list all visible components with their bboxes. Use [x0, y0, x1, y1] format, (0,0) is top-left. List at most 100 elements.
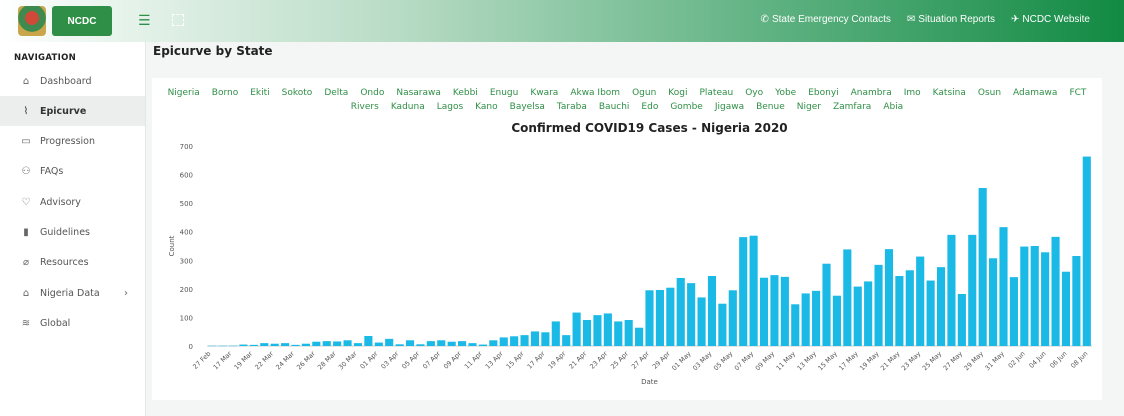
- x-tick-label: 31 May: [983, 350, 1006, 373]
- state-link-lagos[interactable]: Lagos: [436, 102, 464, 112]
- bar: [687, 283, 696, 346]
- sidebar-item-guidelines[interactable]: ▮ Guidelines: [0, 218, 145, 248]
- sidebar-item-global[interactable]: ≋ Global: [0, 308, 145, 338]
- y-tick-label: 300: [180, 257, 193, 265]
- bar: [468, 343, 477, 346]
- state-link-edo[interactable]: Edo: [641, 102, 659, 112]
- state-link-anambra[interactable]: Anambra: [850, 88, 892, 98]
- state-link-gombe[interactable]: Gombe: [670, 102, 703, 112]
- bar: [603, 313, 612, 346]
- top-navbar: NCDC ☰ ✆ State Emergency Contacts ✉ Situati…: [0, 0, 1124, 42]
- state-link-ogun[interactable]: Ogun: [632, 88, 657, 98]
- state-link-yobe[interactable]: Yobe: [775, 88, 797, 98]
- bar: [281, 343, 290, 346]
- bar: [1061, 271, 1071, 346]
- state-link-imo[interactable]: Imo: [903, 88, 921, 98]
- x-tick-label: 07 May: [733, 350, 756, 373]
- x-tick-label: 08 Jun: [1069, 350, 1089, 370]
- state-link-nigeria[interactable]: Nigeria: [167, 88, 200, 98]
- x-tick-label: 19 Mar: [233, 350, 255, 372]
- ncdc-logo: NCDC: [52, 6, 112, 36]
- state-link-kogi[interactable]: Kogi: [668, 88, 688, 98]
- sidebar-item-advisory[interactable]: ♡ Advisory: [0, 187, 145, 217]
- state-link-rivers[interactable]: Rivers: [350, 102, 379, 112]
- menu-toggle-icon[interactable]: ☰: [138, 13, 151, 29]
- bar: [458, 341, 467, 346]
- state-link-benue[interactable]: Benue: [756, 102, 785, 112]
- sidebar-item-label: Progression: [40, 136, 96, 148]
- state-link-oyo[interactable]: Oyo: [745, 88, 764, 98]
- bar: [437, 340, 446, 346]
- state-link-jigawa[interactable]: Jigawa: [714, 102, 745, 112]
- bar: [749, 235, 758, 346]
- state-link-nasarawa[interactable]: Nasarawa: [396, 88, 441, 98]
- x-tick-label: 17 Apr: [526, 350, 547, 371]
- sidebar-item-epicurve[interactable]: ⌇ Epicurve: [0, 96, 145, 127]
- state-link-kaduna[interactable]: Kaduna: [390, 102, 425, 112]
- bar: [874, 264, 883, 346]
- state-link-taraba[interactable]: Taraba: [556, 102, 587, 112]
- state-link-zamfara[interactable]: Zamfara: [832, 102, 872, 112]
- state-link-ekiti[interactable]: Ekiti: [250, 88, 270, 98]
- x-axis-label: Date: [641, 378, 658, 386]
- x-tick-label: 13 May: [795, 350, 818, 373]
- bar: [905, 270, 914, 346]
- header-link-1[interactable]: ✉ Situation Reports: [907, 14, 995, 25]
- state-link-kebbi[interactable]: Kebbi: [452, 88, 478, 98]
- x-tick-label: 01 May: [670, 350, 693, 373]
- state-link-kwara[interactable]: Kwara: [530, 88, 559, 98]
- state-link-osun[interactable]: Osun: [977, 88, 1002, 98]
- x-tick-label: 19 May: [858, 350, 881, 373]
- state-link-kano[interactable]: Kano: [475, 102, 498, 112]
- state-link-adamawa[interactable]: Adamawa: [1013, 88, 1058, 98]
- bar: [791, 304, 800, 346]
- x-tick-label: 23 May: [900, 350, 923, 373]
- state-link-niger[interactable]: Niger: [796, 102, 821, 112]
- state-link-enugu[interactable]: Enugu: [489, 88, 519, 98]
- bar: [624, 320, 633, 346]
- bar: [447, 341, 456, 346]
- state-link-abia[interactable]: Abia: [883, 102, 904, 112]
- state-link-bauchi[interactable]: Bauchi: [598, 102, 630, 112]
- state-link-ondo[interactable]: Ondo: [360, 88, 385, 98]
- bar: [801, 293, 810, 346]
- header-link-0[interactable]: ✆ State Emergency Contacts: [761, 14, 891, 25]
- sidebar-item-label: Advisory: [40, 196, 81, 208]
- x-tick-label: 29 Apr: [651, 350, 672, 371]
- bar: [739, 237, 748, 346]
- state-link-fct[interactable]: FCT: [1069, 88, 1087, 98]
- sidebar-item-dashboard[interactable]: ⌂ Dashboard: [0, 66, 145, 96]
- state-link-bayelsa[interactable]: Bayelsa: [509, 102, 545, 112]
- heart-icon: ♡: [21, 196, 31, 208]
- bar: [780, 276, 789, 346]
- chart-title: Confirmed COVID19 Cases - Nigeria 2020: [511, 121, 787, 135]
- state-link-katsina[interactable]: Katsina: [932, 88, 966, 98]
- paperclip-icon: ⌀: [22, 257, 30, 269]
- header-link-2[interactable]: ✈ NCDC Website: [1011, 14, 1090, 25]
- sidebar-item-faqs[interactable]: ⚇ FAQs: [0, 157, 145, 187]
- state-link-borno[interactable]: Borno: [211, 88, 239, 98]
- state-link-sokoto[interactable]: Sokoto: [281, 88, 313, 98]
- state-link-delta[interactable]: Delta: [324, 88, 349, 98]
- x-tick-label: 27 Feb: [191, 350, 212, 371]
- x-tick-label: 21 Apr: [567, 350, 588, 371]
- bar: [562, 335, 571, 346]
- state-link-ebonyi[interactable]: Ebonyi: [808, 88, 839, 98]
- state-link-plateau[interactable]: Plateau: [699, 88, 734, 98]
- fullscreen-icon[interactable]: [172, 14, 184, 26]
- sidebar-item-progression[interactable]: ▭ Progression: [0, 127, 145, 157]
- sidebar-item-resources[interactable]: ⌀ Resources: [0, 248, 145, 278]
- bar: [593, 315, 602, 346]
- x-tick-label: 17 Mar: [212, 350, 234, 372]
- logo-area[interactable]: NCDC: [18, 4, 112, 38]
- y-tick-label: 100: [180, 314, 193, 322]
- state-link-akwa-ibom[interactable]: Akwa Ibom: [570, 88, 621, 98]
- sidebar-item-nigeria-data[interactable]: ⌂ Nigeria Data ›: [0, 278, 145, 308]
- x-tick-label: 21 May: [879, 350, 902, 373]
- header-link-label: Situation Reports: [918, 14, 995, 25]
- bar: [416, 344, 425, 346]
- bar: [510, 336, 519, 346]
- x-tick-label: 28 Mar: [316, 350, 338, 372]
- layers-icon: ≋: [21, 317, 31, 329]
- line-chart-icon: ⌇: [23, 105, 29, 117]
